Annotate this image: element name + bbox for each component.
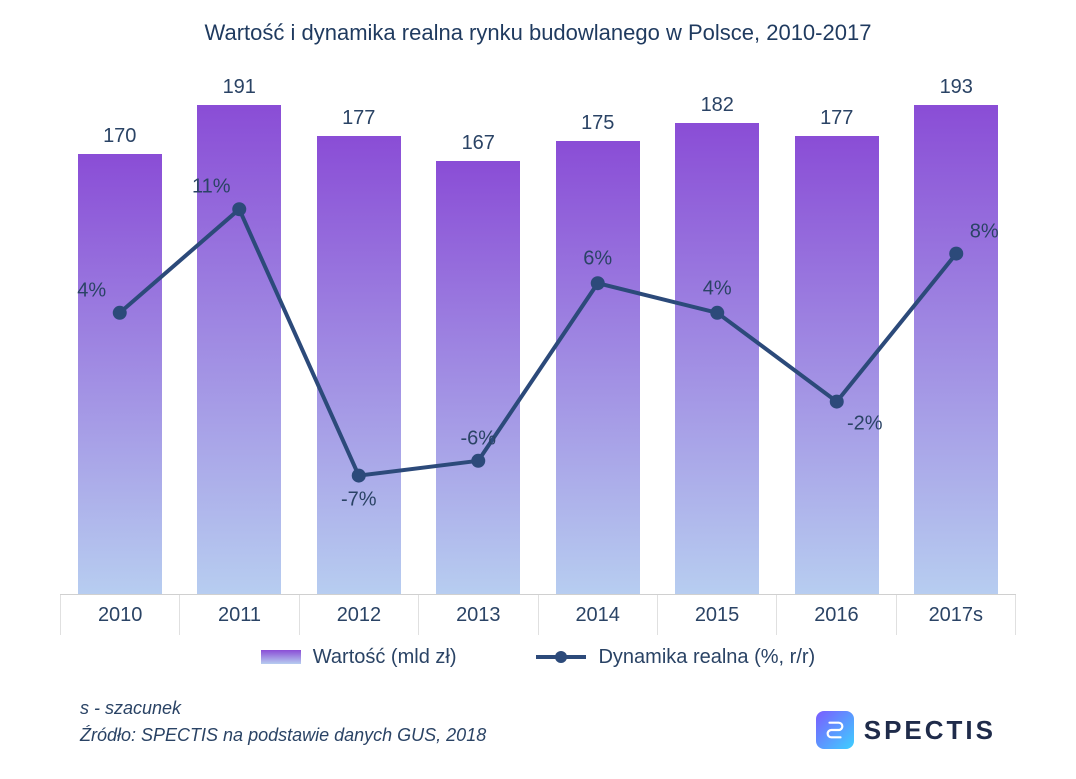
bar-value-label: 177 <box>342 107 375 130</box>
legend-bar-swatch <box>261 650 301 664</box>
bar <box>795 136 879 594</box>
line-value-label: 11% <box>192 176 231 199</box>
bar-value-label: 182 <box>701 94 734 117</box>
bar-value-label: 193 <box>940 76 973 99</box>
bar <box>914 105 998 594</box>
footnote-estimate: s - szacunek <box>80 695 486 722</box>
plot-area: 170 191 177 167 175 182 177 193 4% 11% -7% -6% 6% 4%… <box>60 76 1016 595</box>
chart-title: Wartość i dynamika realna rynku budowlan… <box>40 20 1036 46</box>
line-value-label: -2% <box>847 412 883 435</box>
legend-bar: Wartość (mld zł) <box>261 646 457 669</box>
bar-value-label: 170 <box>103 125 136 148</box>
legend-line-swatch <box>536 649 586 665</box>
bar-column: 191 <box>180 76 300 594</box>
bar-column: 167 <box>419 76 539 594</box>
x-tick: 2012 <box>300 595 419 635</box>
line-value-label: -7% <box>341 488 377 511</box>
x-axis: 20102011201220132014201520162017s <box>60 595 1016 635</box>
bar <box>675 123 759 594</box>
bar-value-label: 177 <box>820 107 853 130</box>
bar-value-label: 191 <box>223 76 256 99</box>
bar-value-label: 175 <box>581 112 614 135</box>
bar-value-label: 167 <box>462 132 495 155</box>
x-tick: 2015 <box>658 595 777 635</box>
legend-bar-label: Wartość (mld zł) <box>313 646 457 669</box>
bar-column: 170 <box>60 76 180 594</box>
footnote-source: Źródło: SPECTIS na podstawie danych GUS,… <box>80 722 486 749</box>
x-tick: 2013 <box>419 595 538 635</box>
x-tick: 2010 <box>60 595 180 635</box>
chart-area: 170 191 177 167 175 182 177 193 4% 11% -7% -6% 6% 4%… <box>60 76 1016 675</box>
brand-logo: SPECTIS <box>816 711 996 749</box>
bar <box>78 154 162 594</box>
bar-column: 177 <box>299 76 419 594</box>
bar <box>317 136 401 594</box>
x-tick: 2016 <box>777 595 896 635</box>
bar <box>556 141 640 594</box>
bar-column: 182 <box>658 76 778 594</box>
footnotes: s - szacunek Źródło: SPECTIS na podstawi… <box>80 695 486 749</box>
line-value-label: 4% <box>77 279 106 302</box>
bar-column: 193 <box>897 76 1017 594</box>
line-value-label: 8% <box>970 220 999 243</box>
x-tick: 2017s <box>897 595 1016 635</box>
logo-mark-icon <box>816 711 854 749</box>
bars-container: 170 191 177 167 175 182 177 193 <box>60 76 1016 594</box>
legend-line-label: Dynamika realna (%, r/r) <box>598 646 815 669</box>
x-tick: 2011 <box>180 595 299 635</box>
bar <box>436 161 520 594</box>
bar-column: 175 <box>538 76 658 594</box>
bar-column: 177 <box>777 76 897 594</box>
legend: Wartość (mld zł) Dynamika realna (%, r/r… <box>60 639 1016 675</box>
legend-line: Dynamika realna (%, r/r) <box>536 646 815 669</box>
x-tick: 2014 <box>539 595 658 635</box>
line-value-label: -6% <box>460 427 496 450</box>
footer: s - szacunek Źródło: SPECTIS na podstawi… <box>40 695 1036 749</box>
line-value-label: 4% <box>703 277 732 300</box>
line-value-label: 6% <box>583 248 612 271</box>
logo-text: SPECTIS <box>864 715 996 746</box>
